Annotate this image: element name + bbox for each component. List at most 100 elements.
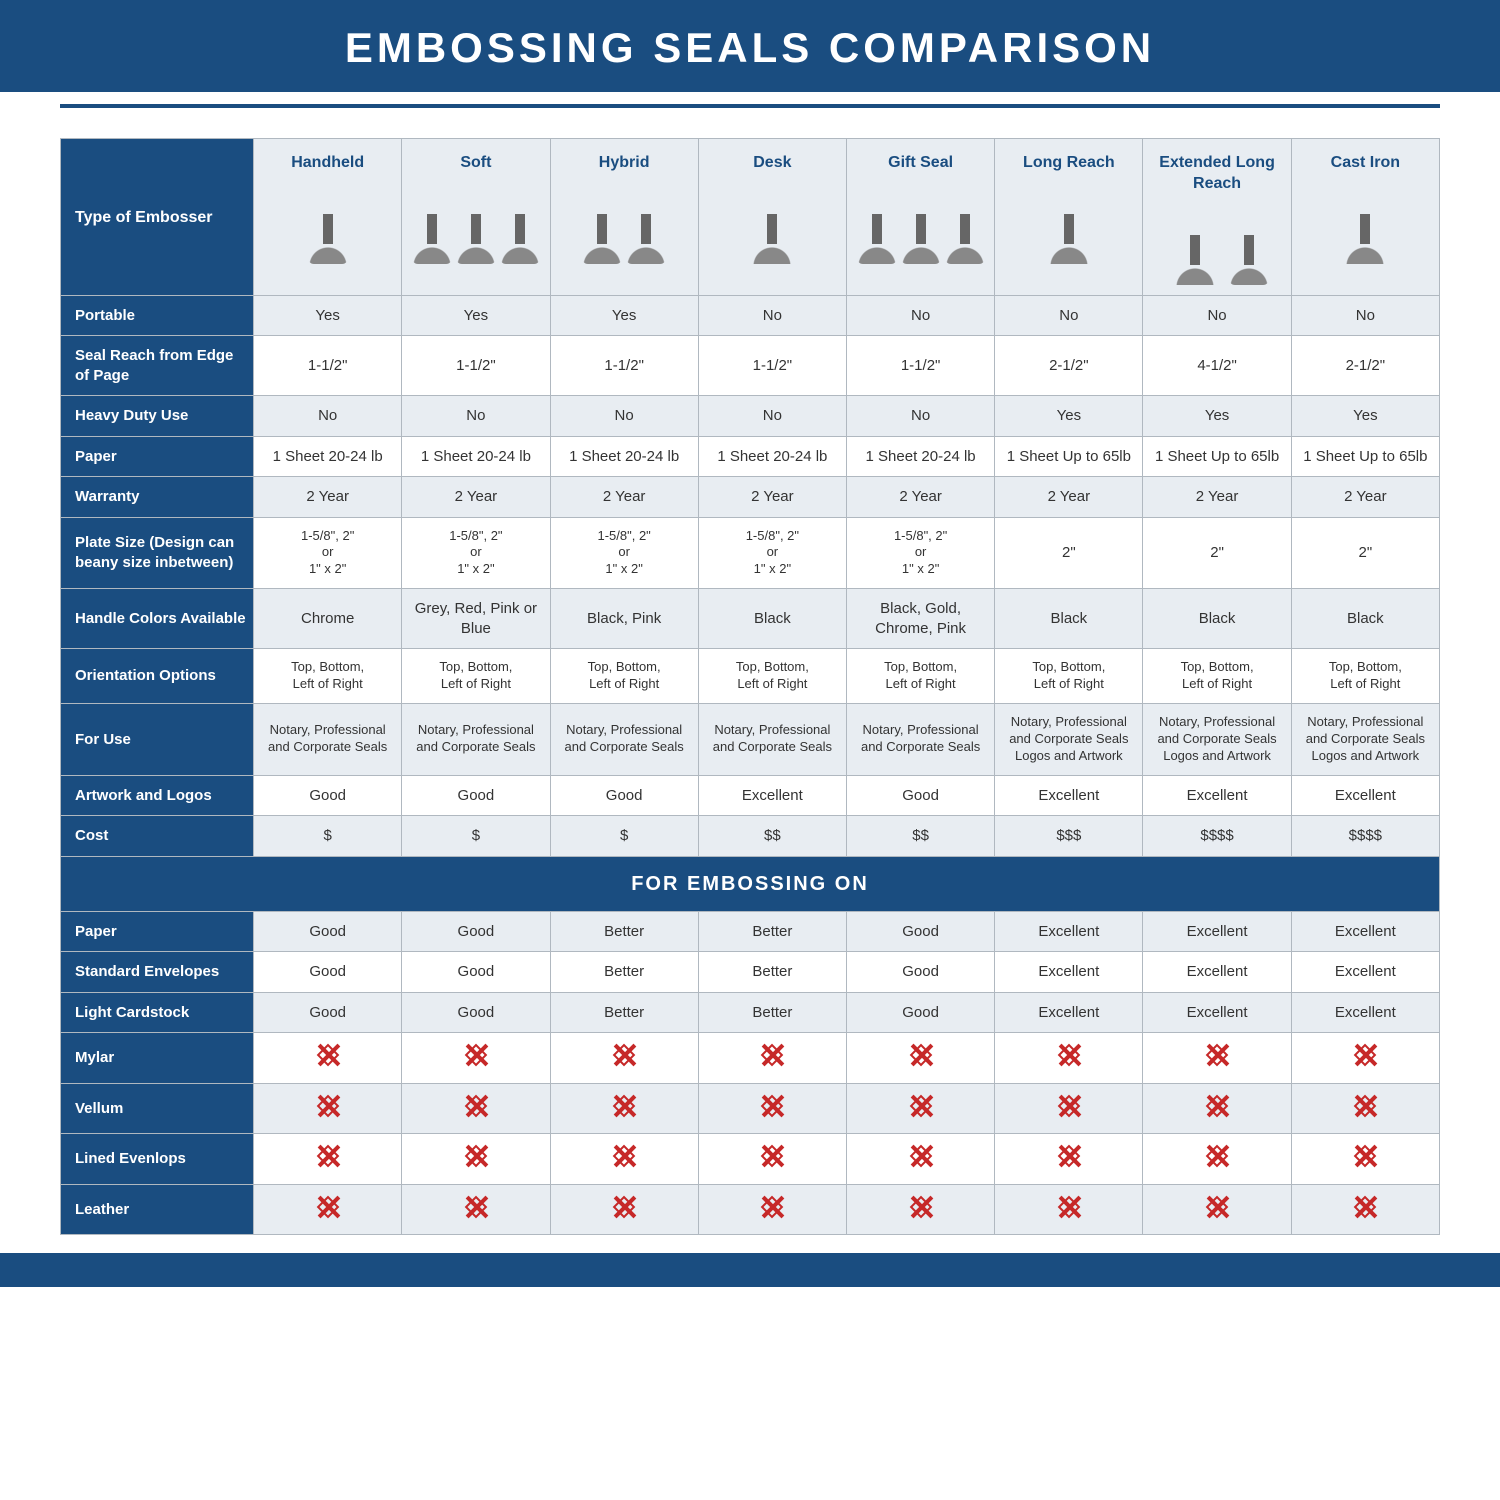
cell	[402, 1033, 550, 1084]
cell: Excellent	[1143, 775, 1291, 816]
cell: Chrome	[254, 589, 402, 649]
x-icon	[316, 1094, 340, 1118]
header-row: Type of Embosser Handheld Soft Hybrid De…	[61, 139, 1440, 296]
cell	[1143, 1184, 1291, 1235]
col-extended: Extended Long Reach	[1143, 139, 1291, 296]
cell: Good	[402, 775, 550, 816]
x-icon	[760, 1144, 784, 1168]
cell: 1-5/8", 2"or1" x 2"	[254, 517, 402, 589]
cell: Excellent	[995, 775, 1143, 816]
cell: Top, Bottom,Left of Right	[995, 649, 1143, 704]
cell: Good	[846, 952, 994, 993]
x-icon	[464, 1094, 488, 1118]
cell	[1143, 1033, 1291, 1084]
cell: Grey, Red, Pink or Blue	[402, 589, 550, 649]
x-icon	[612, 1094, 636, 1118]
x-icon	[760, 1043, 784, 1067]
cell: 2-1/2"	[995, 336, 1143, 396]
cell: Black	[1291, 589, 1439, 649]
cell	[995, 1083, 1143, 1134]
x-icon	[1057, 1144, 1081, 1168]
row-label: Lined Evenlops	[61, 1134, 254, 1185]
x-icon	[1057, 1043, 1081, 1067]
cell	[1291, 1184, 1439, 1235]
cell: No	[550, 396, 698, 437]
cell: Yes	[1291, 396, 1439, 437]
cell: Better	[550, 952, 698, 993]
cell: Good	[846, 992, 994, 1033]
cell	[846, 1184, 994, 1235]
table-row: Orientation Options Top, Bottom,Left of R…	[61, 649, 1440, 704]
row-label: Orientation Options	[61, 649, 254, 704]
cell: 1-1/2"	[402, 336, 550, 396]
cell: 2 Year	[846, 477, 994, 518]
cell: Excellent	[1143, 992, 1291, 1033]
x-icon	[760, 1195, 784, 1219]
cell: 2-1/2"	[1291, 336, 1439, 396]
cell: Good	[254, 992, 402, 1033]
type-label: Type of Embosser	[61, 139, 254, 296]
table-row: Leather	[61, 1184, 1440, 1235]
cell: Black	[698, 589, 846, 649]
row-label: Vellum	[61, 1083, 254, 1134]
cell: 1 Sheet 20-24 lb	[254, 436, 402, 477]
cell	[1291, 1033, 1439, 1084]
cell: Black, Gold, Chrome, Pink	[846, 589, 994, 649]
cell: Good	[550, 775, 698, 816]
cell: No	[402, 396, 550, 437]
comparison-table: Type of Embosser Handheld Soft Hybrid De…	[60, 138, 1440, 1235]
col-desk: Desk	[698, 139, 846, 296]
x-icon	[1205, 1043, 1229, 1067]
cell: Top, Bottom,Left of Right	[698, 649, 846, 704]
cell: Excellent	[1143, 911, 1291, 952]
cell	[846, 1033, 994, 1084]
table-row: For UseNotary, Professional and Corporat…	[61, 704, 1440, 776]
row-label: Heavy Duty Use	[61, 396, 254, 437]
cell: 1-1/2"	[550, 336, 698, 396]
table-row: Vellum	[61, 1083, 1440, 1134]
cell: Excellent	[995, 952, 1143, 993]
cell: 1 Sheet 20-24 lb	[698, 436, 846, 477]
cell: No	[698, 295, 846, 336]
cell: Excellent	[995, 911, 1143, 952]
x-icon	[612, 1144, 636, 1168]
cell: 1 Sheet 20-24 lb	[550, 436, 698, 477]
x-icon	[464, 1144, 488, 1168]
cell: Better	[550, 992, 698, 1033]
section-bar: FOR EMBOSSING ON	[61, 856, 1440, 911]
cell: No	[1143, 295, 1291, 336]
cell	[402, 1134, 550, 1185]
cell: 1-1/2"	[698, 336, 846, 396]
cell: $$	[698, 816, 846, 857]
cell: No	[846, 396, 994, 437]
x-icon	[464, 1043, 488, 1067]
cell	[550, 1033, 698, 1084]
cell	[995, 1184, 1143, 1235]
cell	[254, 1184, 402, 1235]
cell: $	[254, 816, 402, 857]
x-icon	[316, 1144, 340, 1168]
cell: 1-1/2"	[846, 336, 994, 396]
table-row: Cost$$$$$$$$$$$$$$$$$$	[61, 816, 1440, 857]
cell: 2"	[1143, 517, 1291, 589]
cell: Top, Bottom,Left of Right	[550, 649, 698, 704]
col-soft: Soft	[402, 139, 550, 296]
cell: Better	[698, 952, 846, 993]
cell: Better	[550, 911, 698, 952]
x-icon	[612, 1195, 636, 1219]
table-row: Warranty2 Year2 Year2 Year2 Year2 Year2 …	[61, 477, 1440, 518]
cell: Yes	[1143, 396, 1291, 437]
cell: No	[1291, 295, 1439, 336]
table-row: Artwork and LogosGoodGoodGoodExcellentGo…	[61, 775, 1440, 816]
cell: Excellent	[1291, 992, 1439, 1033]
row-label: Mylar	[61, 1033, 254, 1084]
cell: Excellent	[1143, 952, 1291, 993]
cell: 2 Year	[698, 477, 846, 518]
x-icon	[1353, 1094, 1377, 1118]
cell: Top, Bottom,Left of Right	[846, 649, 994, 704]
cell	[550, 1134, 698, 1185]
row-label: Leather	[61, 1184, 254, 1235]
cell: Good	[846, 911, 994, 952]
cell: 4-1/2"	[1143, 336, 1291, 396]
col-cast: Cast Iron	[1291, 139, 1439, 296]
